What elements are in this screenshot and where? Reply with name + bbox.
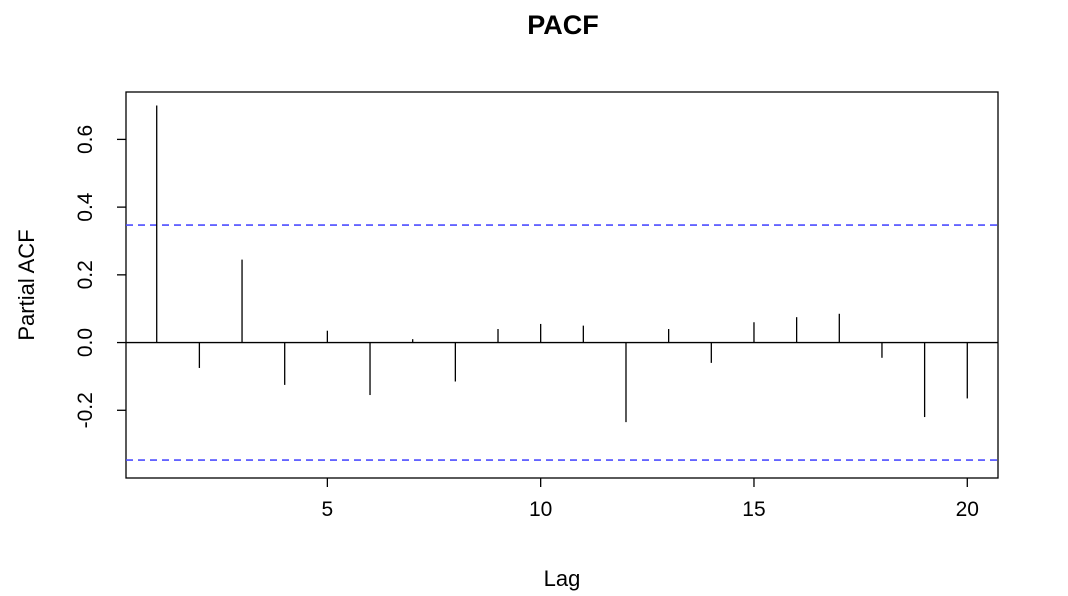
x-axis-label: Lag [544,566,581,591]
y-tick-label-3: 0.4 [74,192,97,222]
x-tick-label-20: 20 [956,498,979,521]
y-tick-label-0: -0.2 [74,392,97,428]
x-tick-label-5: 5 [322,498,334,521]
plot-frame [125,91,999,479]
y-tick-label-1: 0.0 [74,328,97,357]
chart-title: PACF [527,10,599,40]
y-axis-label: Partial ACF [14,229,39,340]
y-tick-label-2: 0.2 [74,260,97,289]
x-tick-label-10: 10 [529,498,552,521]
x-tick-label-15: 15 [742,498,765,521]
y-tick-label-4: 0.6 [74,125,97,154]
